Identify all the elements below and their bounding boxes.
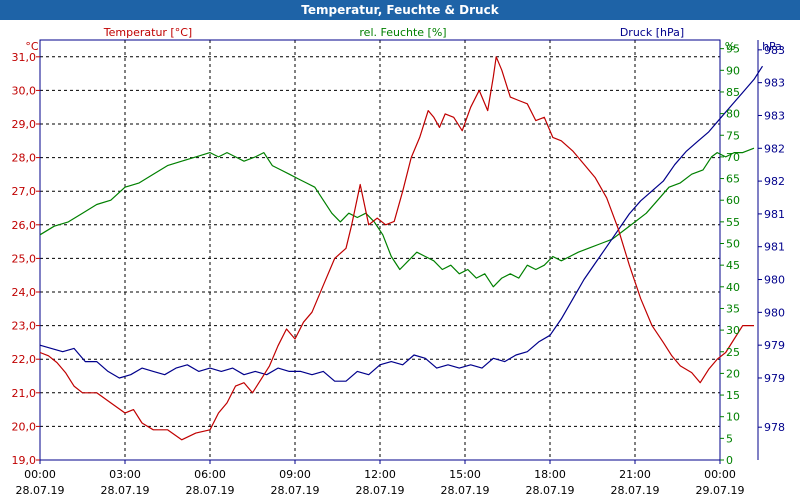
pressure-tick-label: 980 <box>764 274 785 287</box>
temperature-unit: °C <box>25 40 39 53</box>
date-tick-label: 28.07.19 <box>271 484 320 497</box>
humidity-axis-label: rel. Feuchte [%] <box>359 26 446 39</box>
humidity-tick-label: 15 <box>726 389 740 402</box>
date-tick-label: 29.07.19 <box>696 484 745 497</box>
time-tick-label: 00:00 <box>24 468 56 481</box>
pressure-unit: hPa <box>762 40 782 53</box>
pressure-tick-label: 978 <box>764 421 785 434</box>
humidity-tick-label: 95 <box>726 43 740 56</box>
humidity-tick-label: 0 <box>726 454 733 467</box>
pressure-tick-label: 981 <box>764 241 785 254</box>
humidity-unit: % <box>725 40 735 53</box>
humidity-tick-label: 25 <box>726 346 740 359</box>
temperature-tick-label: 31,0 <box>12 51 37 64</box>
pressure-tick-label: 983 <box>764 109 785 122</box>
time-tick-label: 12:00 <box>364 468 396 481</box>
temperature-tick-label: 20,0 <box>12 420 37 433</box>
humidity-tick-label: 85 <box>726 86 740 99</box>
chart-title-bar: Temperatur, Feuchte & Druck <box>0 0 800 20</box>
pressure-tick-label: 983 <box>764 44 785 57</box>
temperature-line <box>39 56 754 441</box>
humidity-tick-label: 50 <box>726 238 740 251</box>
pressure-tick-label: 983 <box>764 77 785 90</box>
humidity-tick-label: 40 <box>726 281 740 294</box>
temperature-tick-label: 26,0 <box>12 219 37 232</box>
time-tick-label: 21:00 <box>619 468 651 481</box>
pressure-tick-label: 981 <box>764 208 785 221</box>
humidity-tick-label: 10 <box>726 411 740 424</box>
humidity-tick-label: 90 <box>726 64 740 77</box>
pressure-tick-label: 979 <box>764 372 785 385</box>
humidity-tick-label: 75 <box>726 129 740 142</box>
pressure-tick-label: 979 <box>764 339 785 352</box>
pressure-tick-label: 980 <box>764 306 785 319</box>
time-tick-label: 00:00 <box>704 468 736 481</box>
time-tick-label: 06:00 <box>194 468 226 481</box>
date-tick-label: 28.07.19 <box>186 484 235 497</box>
temperature-tick-label: 28,0 <box>12 152 37 165</box>
temperature-tick-label: 19,0 <box>12 454 37 467</box>
temperature-tick-label: 25,0 <box>12 252 37 265</box>
humidity-tick-label: 65 <box>726 173 740 186</box>
temperature-tick-label: 21,0 <box>12 387 37 400</box>
time-tick-label: 09:00 <box>279 468 311 481</box>
temperature-tick-label: 30,0 <box>12 84 37 97</box>
humidity-tick-label: 60 <box>726 194 740 207</box>
temperature-tick-label: 23,0 <box>12 320 37 333</box>
time-tick-label: 18:00 <box>534 468 566 481</box>
pressure-tick-label: 982 <box>764 175 785 188</box>
chart-background <box>0 20 800 500</box>
temperature-axis-label: Temperatur [°C] <box>103 26 192 39</box>
chart-title: Temperatur, Feuchte & Druck <box>301 3 499 17</box>
temperature-tick-label: 22,0 <box>12 353 37 366</box>
date-tick-label: 28.07.19 <box>441 484 490 497</box>
humidity-tick-label: 5 <box>726 432 733 445</box>
humidity-tick-label: 35 <box>726 302 740 315</box>
pressure-line <box>39 65 764 382</box>
date-tick-label: 28.07.19 <box>356 484 405 497</box>
date-tick-label: 28.07.19 <box>611 484 660 497</box>
grid <box>40 40 720 461</box>
date-tick-label: 28.07.19 <box>101 484 150 497</box>
humidity-tick-label: 45 <box>726 259 740 272</box>
humidity-line <box>39 147 755 288</box>
humidity-tick-label: 20 <box>726 367 740 380</box>
humidity-tick-label: 70 <box>726 151 740 164</box>
pressure-axis-label: Druck [hPa] <box>620 26 684 39</box>
temperature-tick-label: 29,0 <box>12 118 37 131</box>
series-group <box>39 56 764 441</box>
humidity-tick-label: 30 <box>726 324 740 337</box>
time-tick-label: 03:00 <box>109 468 141 481</box>
date-tick-label: 28.07.19 <box>526 484 575 497</box>
pressure-tick-label: 982 <box>764 142 785 155</box>
date-tick-label: 28.07.19 <box>16 484 65 497</box>
temperature-tick-label: 27,0 <box>12 185 37 198</box>
humidity-tick-label: 55 <box>726 216 740 229</box>
humidity-tick-label: 80 <box>726 108 740 121</box>
time-tick-label: 15:00 <box>449 468 481 481</box>
temperature-tick-label: 24,0 <box>12 286 37 299</box>
tick-labels: 19,0 20,0 21,0 22,0 23,0 24,0 25,0 26,0 27,0 28,0… <box>12 43 786 497</box>
